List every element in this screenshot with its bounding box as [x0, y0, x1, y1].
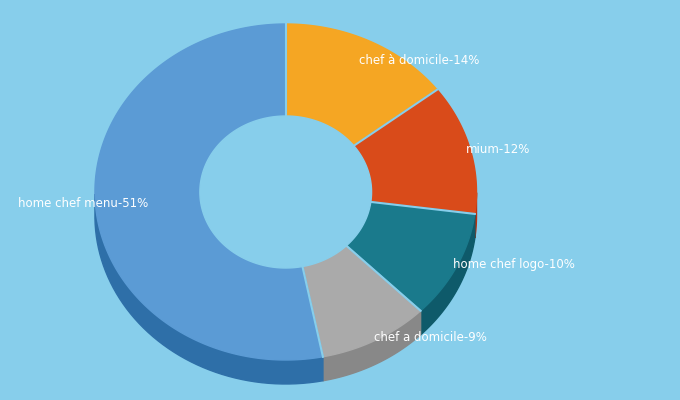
Text: mium-12%: mium-12% [466, 143, 530, 156]
Text: home chef logo-10%: home chef logo-10% [453, 258, 575, 271]
Polygon shape [95, 194, 323, 384]
Text: chef a domicile-9%: chef a domicile-9% [374, 331, 487, 344]
Text: chef à domicile-14%: chef à domicile-14% [359, 54, 479, 67]
Polygon shape [421, 214, 475, 335]
Polygon shape [303, 246, 346, 290]
Polygon shape [346, 202, 371, 270]
Polygon shape [354, 90, 477, 214]
Text: home chef menu-51%: home chef menu-51% [18, 198, 148, 210]
Polygon shape [95, 24, 323, 360]
Polygon shape [303, 246, 421, 357]
Polygon shape [346, 202, 475, 311]
Polygon shape [323, 311, 421, 381]
Polygon shape [200, 193, 303, 292]
Polygon shape [475, 193, 477, 238]
Polygon shape [200, 116, 371, 268]
Polygon shape [286, 24, 437, 146]
